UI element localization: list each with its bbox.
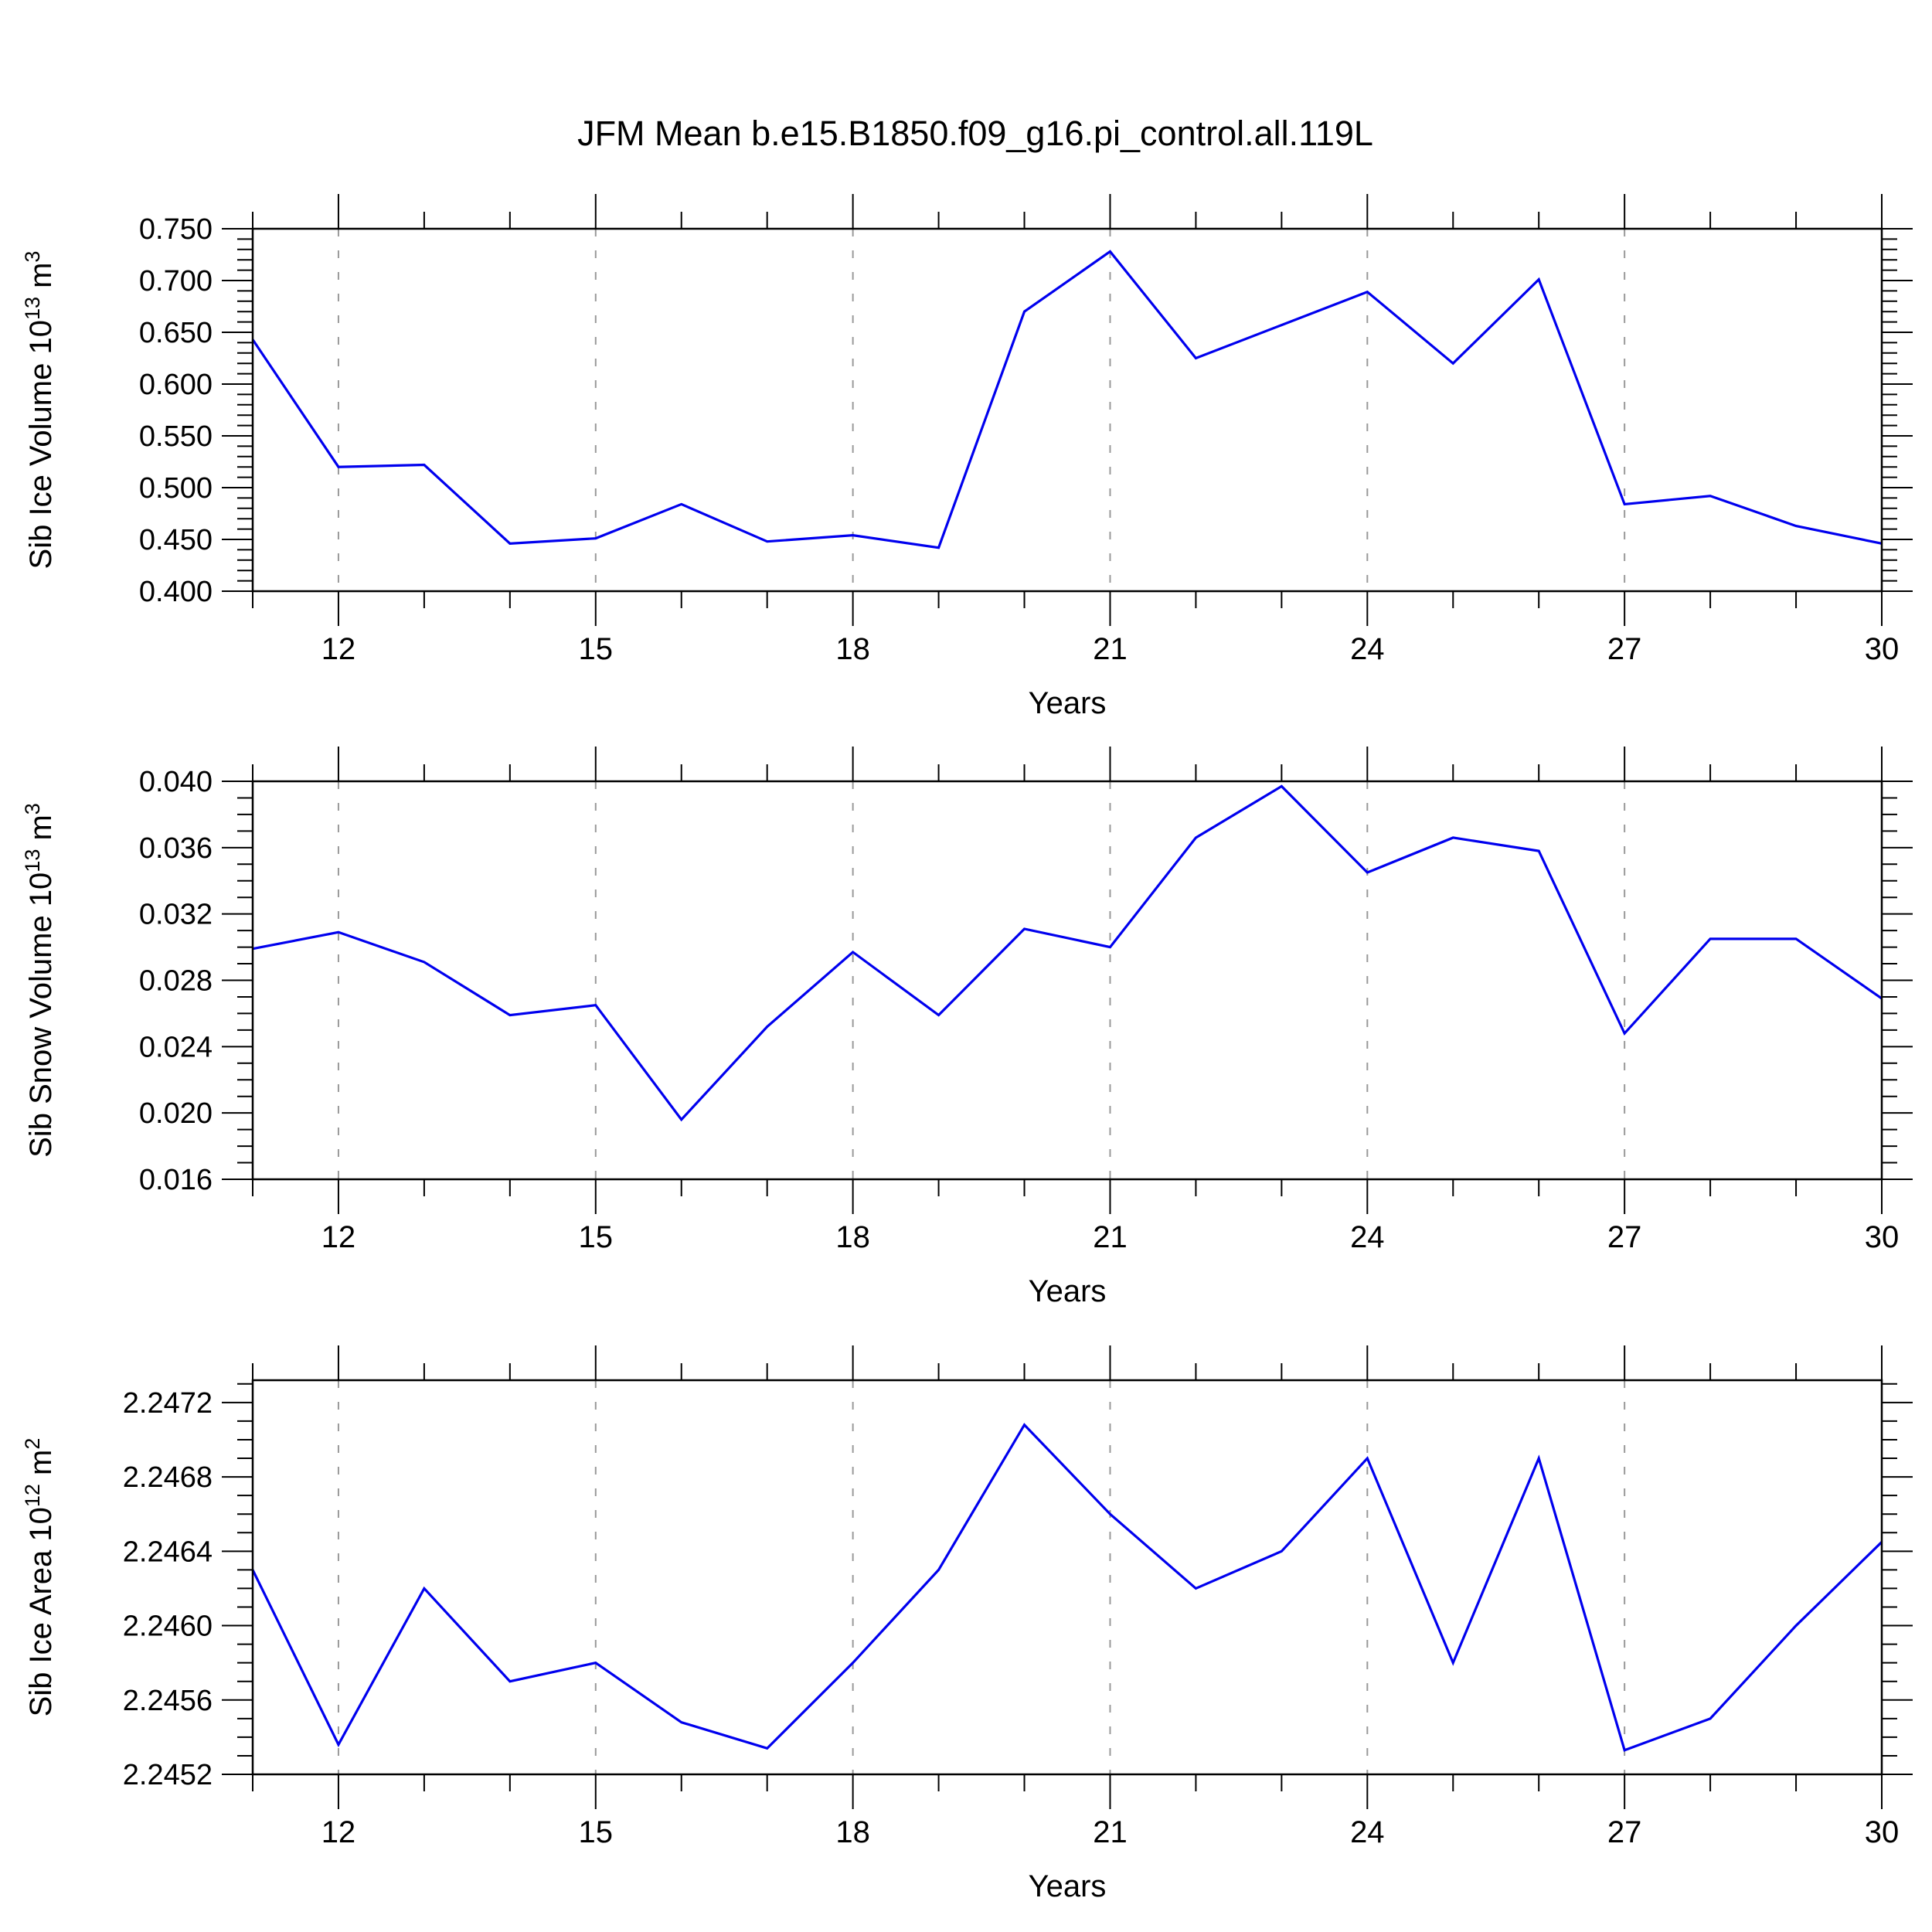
y-axis-title: Sib Ice Area 1012 m2 — [21, 1438, 58, 1717]
x-tick-label: 15 — [579, 632, 614, 666]
y-tick-label: 0.650 — [139, 317, 213, 349]
x-tick-label: 12 — [321, 632, 356, 666]
x-tick-label: 27 — [1607, 632, 1642, 666]
y-tick-label: 2.2464 — [123, 1536, 213, 1568]
x-axis: 12 15 18 21 24 27 30 Years — [252, 1345, 1900, 1903]
y-axis: 0.040 0.036 0.032 0.028 0.024 0.020 0.016 — [139, 766, 1913, 1196]
y-tick-label: 0.036 — [139, 832, 213, 865]
sib-snow-volume-line — [252, 784, 1883, 1122]
y-tick-label: 2.2452 — [123, 1759, 213, 1791]
y-axis: 2.2472 2.2468 2.2464 2.2460 2.2456 2.2452 — [123, 1383, 1913, 1791]
x-axis-title: Years — [1029, 1274, 1107, 1308]
y-tick-label: 0.500 — [139, 472, 213, 505]
y-tick-label: 0.040 — [139, 766, 213, 798]
y-tick-label: 0.450 — [139, 524, 213, 556]
y-tick-label: 0.600 — [139, 369, 213, 401]
y-tick-label: 0.700 — [139, 265, 213, 298]
plot-frame — [251, 1379, 1883, 1776]
y-tick-label: 0.750 — [139, 213, 213, 246]
x-tick-label: 12 — [321, 1815, 356, 1849]
x-tick-label: 18 — [835, 632, 870, 666]
x-tick-label: 27 — [1607, 1815, 1642, 1849]
y-axis: 0.750 0.700 0.650 0.600 0.550 0.500 0.450 0.400 — [139, 213, 1913, 608]
x-axis: 12 15 18 21 24 27 30 Years — [252, 747, 1900, 1308]
sib-ice-area-plot: 2.2472 2.2468 2.2464 2.2460 2.2456 2.2452 12 15… — [21, 1345, 1913, 1903]
x-axis-title: Years — [1029, 686, 1107, 720]
y-tick-label: 0.020 — [139, 1097, 213, 1130]
y-tick-label: 2.2460 — [123, 1611, 213, 1643]
x-tick-label: 21 — [1093, 632, 1128, 666]
figure-title: JFM Mean b.e15.B1850.f09_g16.pi_control.… — [577, 114, 1373, 153]
sib-ice-volume-line — [251, 250, 1883, 549]
x-tick-label: 30 — [1865, 1815, 1900, 1849]
y-tick-label: 2.2472 — [123, 1387, 213, 1420]
x-axis-title: Years — [1029, 1869, 1107, 1903]
y-tick-label: 0.400 — [139, 576, 213, 608]
x-axis: 12 15 18 21 24 27 30 Years — [252, 194, 1900, 720]
x-tick-label: 15 — [579, 1220, 614, 1254]
y-tick-label: 0.016 — [139, 1164, 213, 1196]
plot-frame — [251, 780, 1883, 1181]
x-tick-label: 18 — [835, 1220, 870, 1254]
x-tick-label: 21 — [1093, 1220, 1128, 1254]
x-tick-label: 24 — [1350, 1220, 1385, 1254]
y-axis-title: Sib Snow Volume 1013 m3 — [21, 803, 58, 1158]
x-tick-label: 27 — [1607, 1220, 1642, 1254]
x-tick-label: 15 — [579, 1815, 614, 1849]
plot-frame — [251, 227, 1883, 593]
x-tick-label: 30 — [1865, 1220, 1900, 1254]
y-tick-label: 2.2468 — [123, 1461, 213, 1494]
y-tick-label: 0.550 — [139, 420, 213, 453]
x-tick-label: 30 — [1865, 632, 1900, 666]
x-tick-label: 12 — [321, 1220, 356, 1254]
y-axis-title: Sib Ice Volume 1013 m3 — [21, 251, 58, 570]
sib-ice-area-line — [251, 1423, 1883, 1752]
sib-ice-volume-plot: 0.750 0.700 0.650 0.600 0.550 0.500 0.450 0.400… — [21, 194, 1913, 720]
y-tick-label: 2.2456 — [123, 1685, 213, 1717]
x-tick-label: 18 — [835, 1815, 870, 1849]
x-tick-label: 21 — [1093, 1815, 1128, 1849]
y-tick-label: 0.032 — [139, 899, 213, 931]
y-tick-label: 0.028 — [139, 965, 213, 998]
x-tick-label: 24 — [1350, 632, 1385, 666]
y-tick-label: 0.024 — [139, 1031, 213, 1063]
x-tick-label: 24 — [1350, 1815, 1385, 1849]
